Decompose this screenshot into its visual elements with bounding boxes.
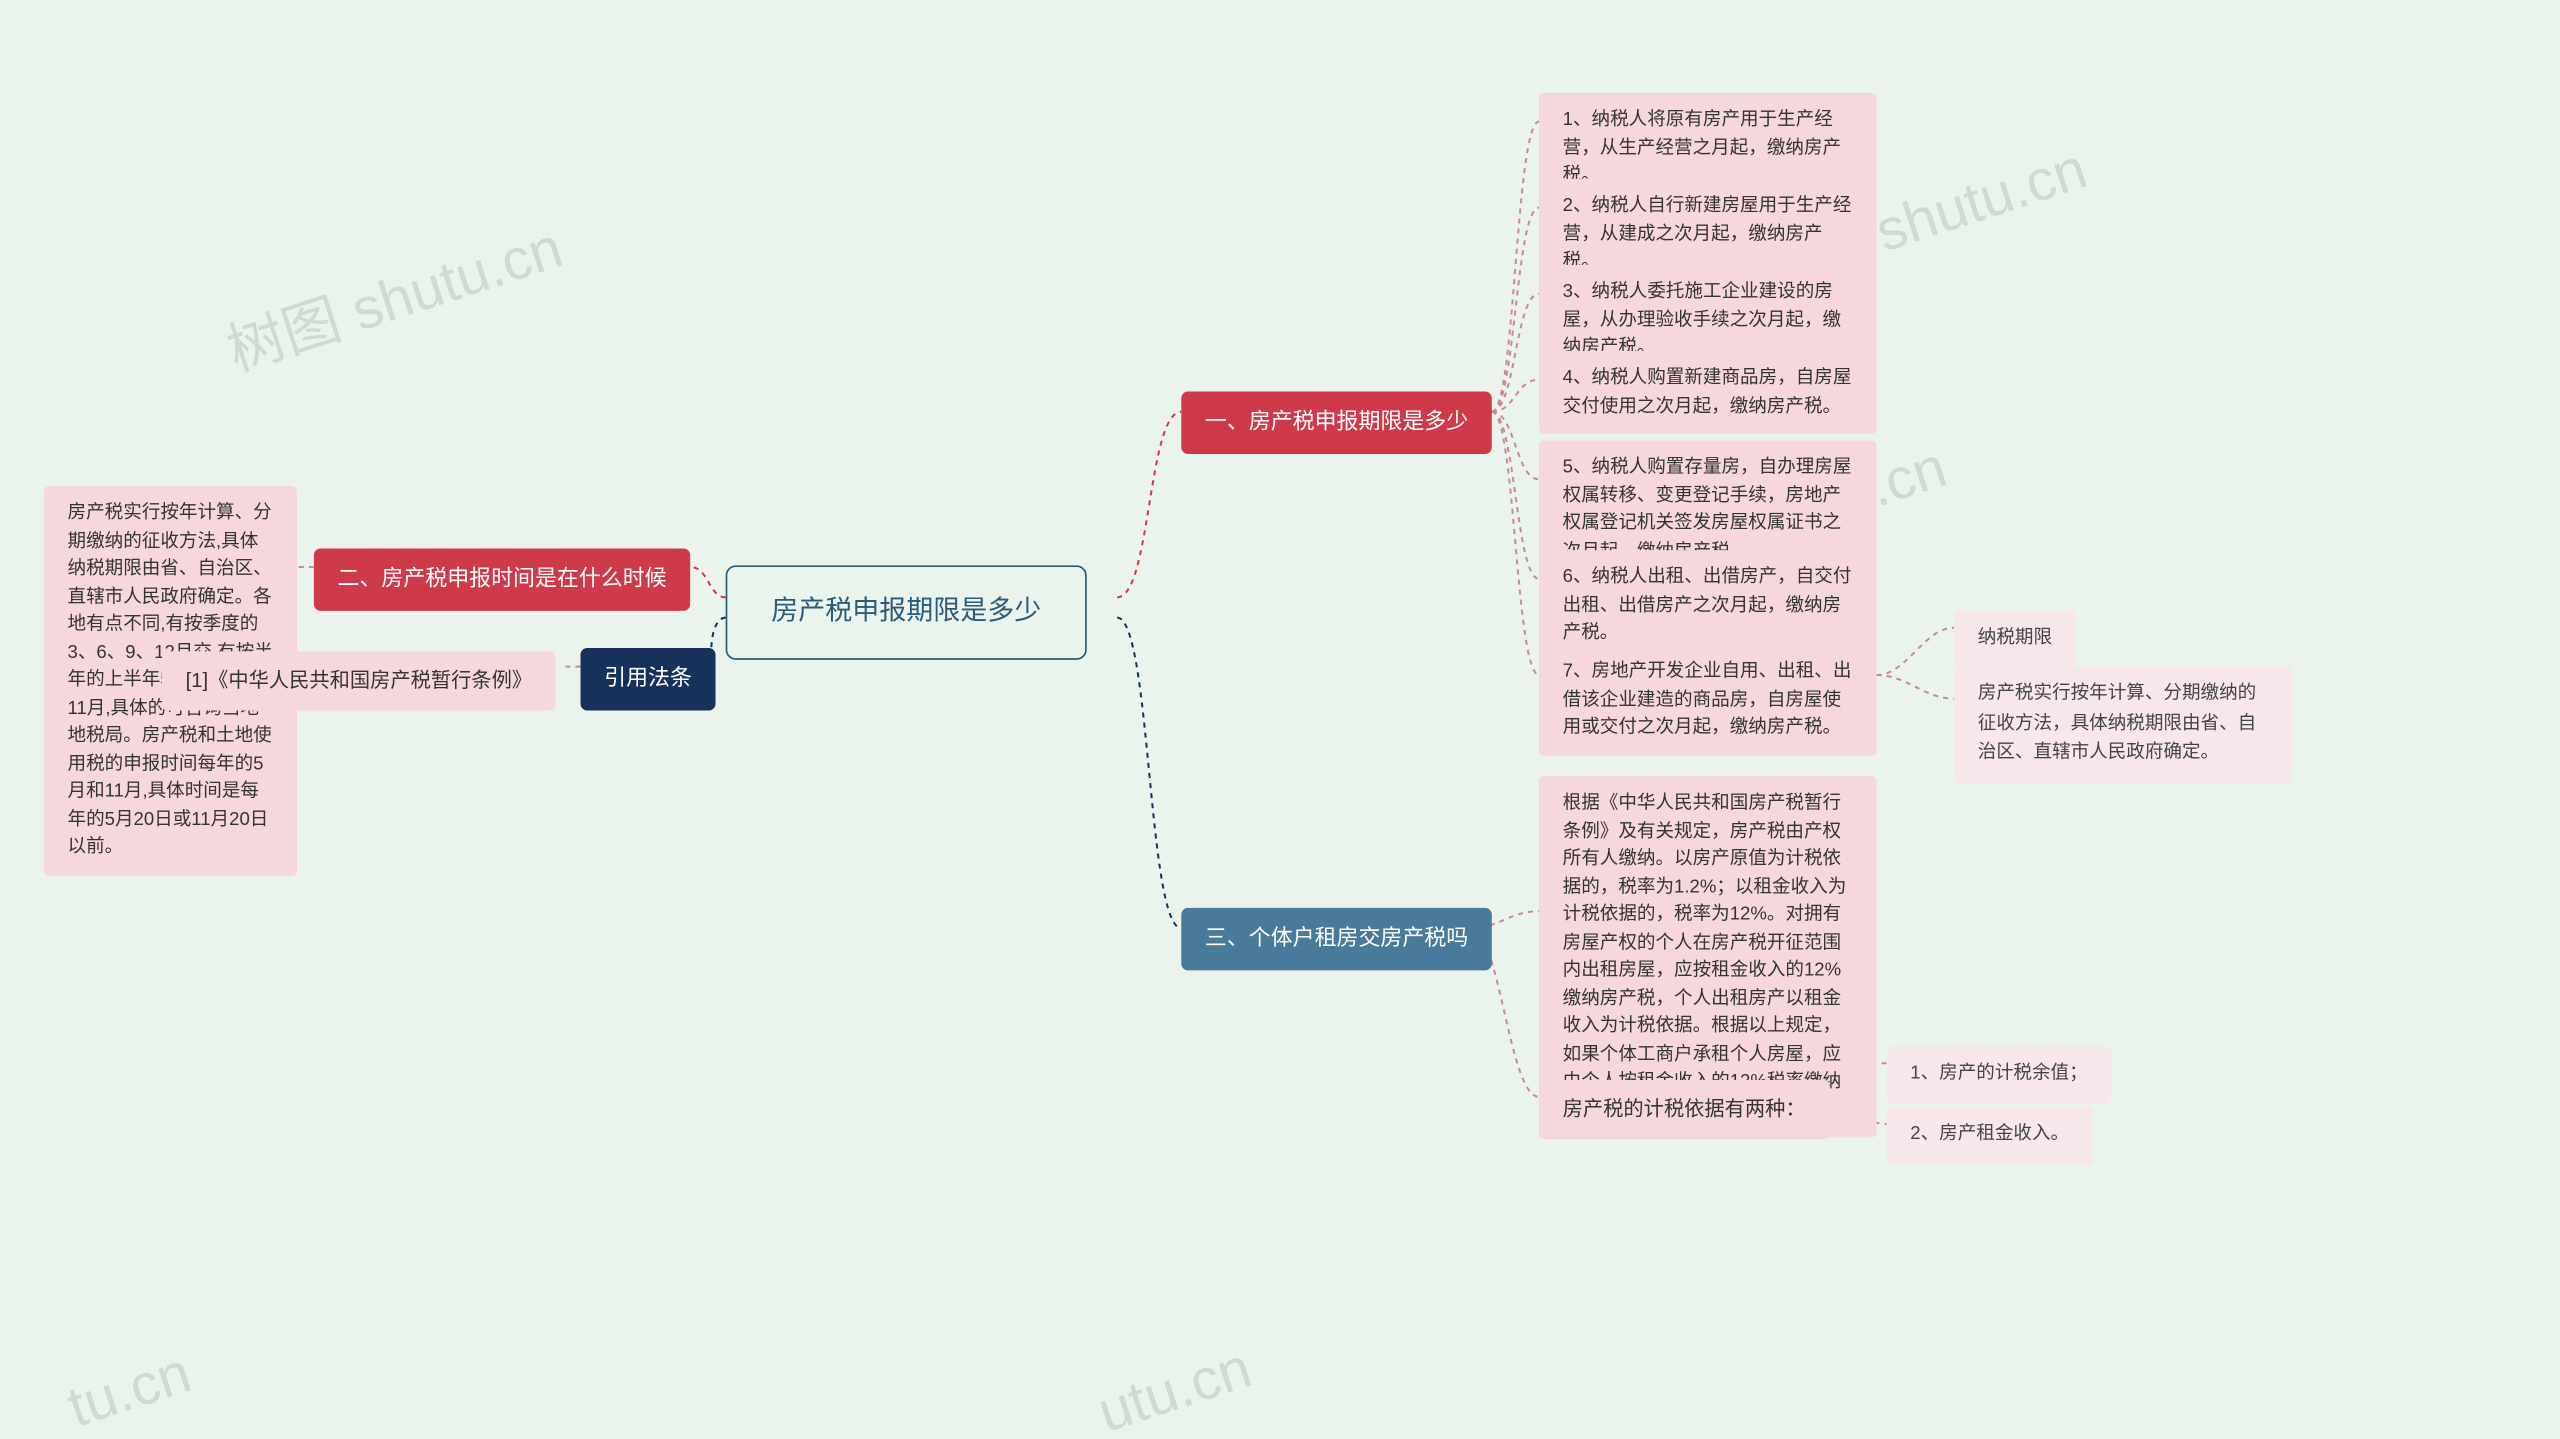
section3-basis-label: 房产税的计税依据有两种： xyxy=(1539,1080,1829,1139)
center-node: 房产税申报期限是多少 xyxy=(726,565,1087,659)
section1-sub7-a: 纳税期限 xyxy=(1954,611,2076,668)
section1-title: 一、房产税申报期限是多少 xyxy=(1181,392,1492,454)
watermark: tu.cn xyxy=(60,1341,199,1439)
section3-basis-1: 1、房产的计税余值； xyxy=(1887,1046,2112,1103)
section3-title: 三、个体户租房交房产税吗 xyxy=(1181,908,1492,970)
section3-basis-2: 2、房产租金收入。 xyxy=(1887,1107,2093,1164)
citation-title: 引用法条 xyxy=(581,648,716,710)
mindmap-canvas: 树图 shutu.cn树图 shutu.cnshutu.cntu.cnutu.c… xyxy=(0,0,2560,1438)
watermark: utu.cn xyxy=(1091,1336,1260,1439)
watermark: 树图 shutu.cn xyxy=(215,201,571,387)
section1-sub7-b: 房产税实行按年计算、分期缴纳的征收方法，具体纳税期限由省、自治区、直辖市人民政府… xyxy=(1954,667,2292,783)
section1-item-4: 4、纳税人购置新建商品房，自房屋交付使用之次月起，缴纳房产税。 xyxy=(1539,351,1877,434)
section2-title: 二、房产税申报时间是在什么时候 xyxy=(314,548,690,610)
citation-item: [1]《中华人民共和国房产税暂行条例》 xyxy=(162,651,556,710)
section1-item-7: 7、房地产开发企业自用、出租、出借该企业建造的商品房，自房屋使用或交付之次月起，… xyxy=(1539,645,1877,756)
watermark: shutu.cn xyxy=(1868,137,2095,267)
